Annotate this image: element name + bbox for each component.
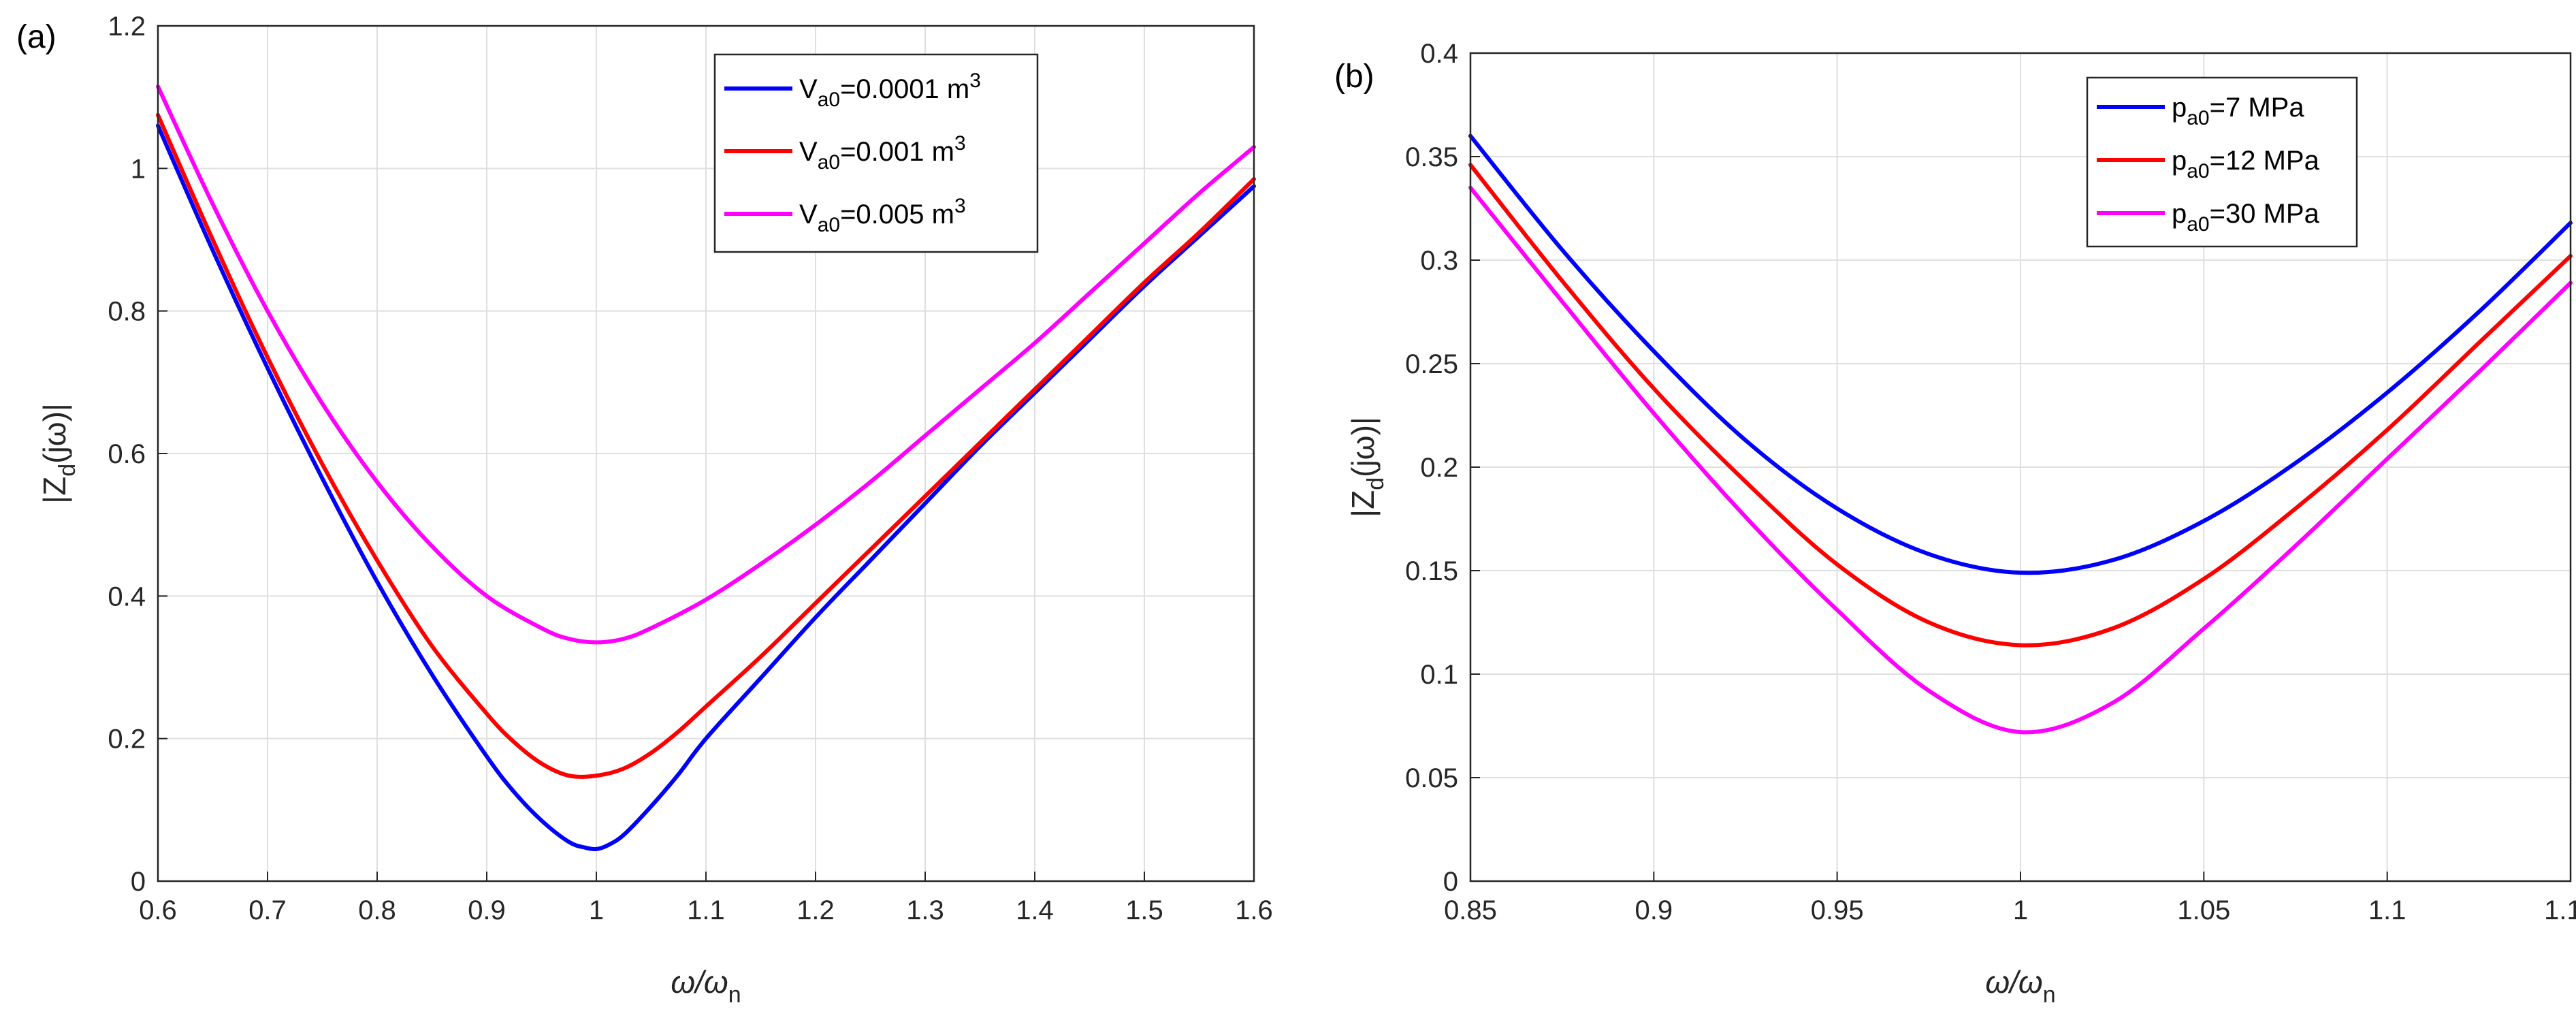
panel-b-series-line-1 — [1468, 133, 2573, 575]
panel-a-x-tick-label: 1.5 — [1125, 895, 1163, 925]
panel-a-x-axis-label: ω/ωn — [671, 964, 741, 1008]
panel-b-x-axis-label: ω/ωn — [1985, 964, 2055, 1008]
panel-b-legend-entry-2: pa0=12 MPa — [2172, 146, 2320, 182]
panel-b-y-tick-label: 0.2 — [1420, 453, 1458, 483]
panel-b-series-line-2 — [1468, 163, 2573, 648]
panel-a-x-tick-label: 1 — [589, 895, 604, 925]
panel-b-label: (b) — [1334, 59, 1374, 95]
panel-a-x-tick-label: 1.4 — [1016, 895, 1054, 925]
panel-a-x-tick-label: 0.9 — [468, 895, 506, 925]
panel-b-x-tick-label: 0.95 — [1811, 895, 1864, 925]
panel-b-y-tick-label: 0 — [1443, 867, 1458, 897]
panel-b-x-tick-label: 1.05 — [2177, 895, 2230, 925]
panel-a-series-line-1 — [156, 123, 1256, 852]
panel-a-legend-entry-1: Va0=0.0001 m3 — [799, 69, 981, 111]
panel-a-legend-entry-2: Va0=0.001 m3 — [799, 132, 966, 174]
panel-b-x-tick-label: 1.1 — [2368, 895, 2406, 925]
panel-a-x-tick-label: 0.8 — [358, 895, 396, 925]
panel-a-x-tick-label: 0.6 — [139, 895, 177, 925]
panel-a-y-tick-label: 1.2 — [108, 12, 146, 42]
panel-a-y-tick-label: 0.2 — [108, 725, 146, 754]
panel-b-series-line-3 — [1468, 185, 2573, 735]
panel-b-y-tick-label: 0.3 — [1420, 246, 1458, 276]
panel-b-x-tick-label: 1.15 — [2544, 895, 2576, 925]
panel-b-y-tick-label: 0.05 — [1405, 763, 1458, 793]
panel-a-series-line-2 — [156, 112, 1256, 779]
panel-b-legend-entry-1: pa0=7 MPa — [2172, 93, 2304, 129]
panel-a-x-tick-label: 1.6 — [1235, 895, 1273, 925]
panel-b-x-tick-label: 0.9 — [1635, 895, 1673, 925]
panel-b-y-tick-label: 0.15 — [1405, 556, 1458, 586]
panel-a-y-tick-label: 0.6 — [108, 439, 146, 469]
panel-a-x-tick-label: 1.3 — [906, 895, 944, 925]
panel-b-x-tick-label: 1 — [2013, 895, 2028, 925]
panel-a-x-tick-label: 1.2 — [796, 895, 835, 925]
panel-a-legend-entry-3: Va0=0.005 m3 — [799, 195, 966, 236]
panel-b-y-axis-label: |Zd(jω)| — [1345, 417, 1389, 518]
panel-b-chart: (b) 0.85 0.9 0.95 1 1.05 1.1 1.15 0 0.05 0.1 0.15 0… — [1334, 39, 2576, 1008]
panel-a-y-tick-label: 0.4 — [108, 582, 146, 611]
panel-b-legend-entry-3: pa0=30 MPa — [2172, 199, 2320, 236]
panel-b-y-tick-label: 0.1 — [1420, 660, 1458, 690]
panel-a-y-axis-label: |Zd(jω)| — [37, 403, 80, 504]
panel-a-series-line-3 — [156, 84, 1256, 645]
panel-b-y-tick-label: 0.25 — [1405, 349, 1458, 379]
panel-b-x-tick-label: 0.85 — [1444, 895, 1497, 925]
panel-a-x-tick-label: 0.7 — [248, 895, 287, 925]
panel-a-y-tick-label: 0.8 — [108, 297, 146, 327]
panel-a-x-tick-label: 1.1 — [687, 895, 725, 925]
panel-a-chart: (a) 0.6 0.7 0.8 0.9 1 1.1 1.2 1.3 1.4 1.5 1.6 0 0.2 0… — [16, 12, 1273, 1008]
panel-b-y-tick-label: 0.4 — [1420, 39, 1458, 69]
panel-a-label: (a) — [16, 19, 57, 55]
panel-a-y-tick-label: 0 — [131, 867, 146, 897]
panel-a-y-tick-label: 1 — [131, 154, 146, 184]
panel-b-y-tick-label: 0.35 — [1405, 142, 1458, 172]
